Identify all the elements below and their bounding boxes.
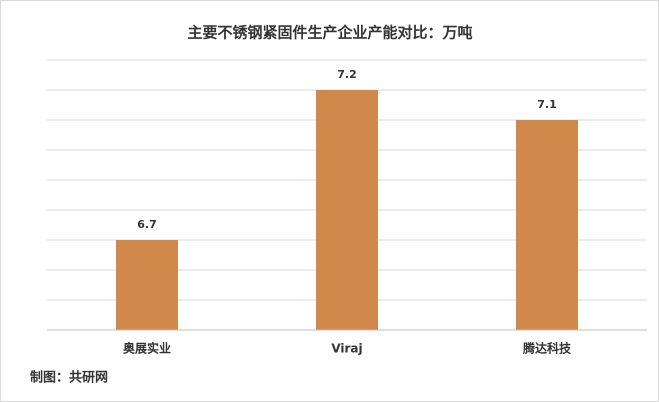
x-tick-label: 奥展实业 [123,341,171,356]
data-label: 7.2 [337,68,357,81]
bar [316,90,378,330]
chart-title: 主要不锈钢紧固件生产企业产能对比：万吨 [187,24,472,42]
x-tick-label: Viraj [331,342,362,356]
data-label: 6.7 [137,218,157,231]
bar [116,240,178,330]
bar [516,120,578,330]
data-label: 7.1 [537,98,557,111]
x-tick-label: 腾达科技 [522,341,572,356]
source-note: 制图：共研网 [30,370,108,386]
